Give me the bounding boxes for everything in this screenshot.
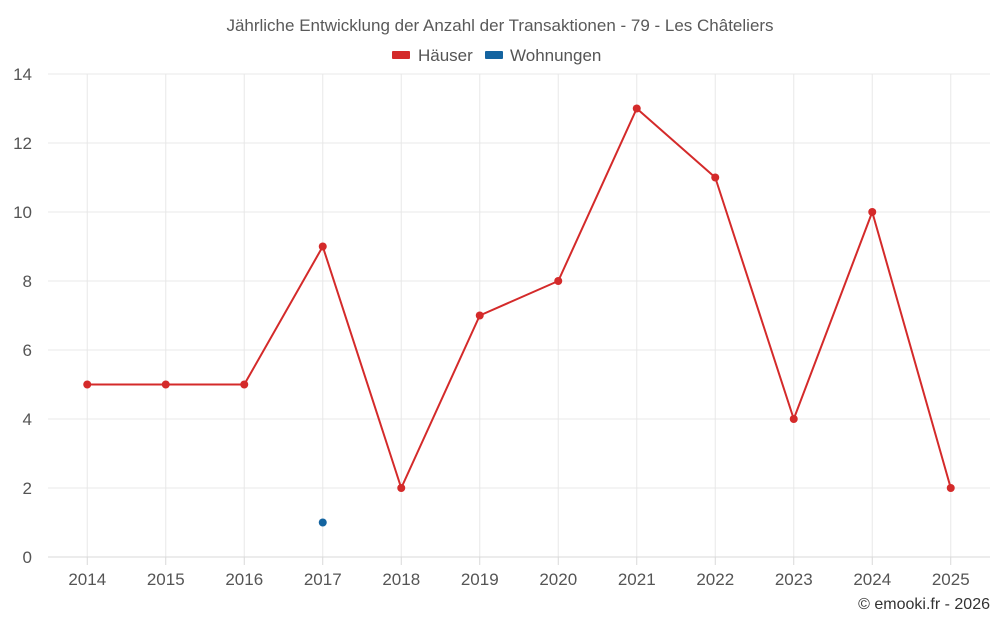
x-tick-label: 2014: [68, 570, 106, 589]
x-tick-label: 2018: [382, 570, 420, 589]
y-tick-label: 6: [23, 341, 32, 360]
legend-item-haeuser[interactable]: Häuser: [392, 46, 473, 65]
data-point-haeuser[interactable]: [240, 380, 249, 389]
series-haeuser: [83, 104, 955, 492]
legend-swatch-haeuser: [392, 51, 410, 59]
data-point-haeuser[interactable]: [711, 173, 720, 182]
credit-text: © emooki.fr - 2026: [858, 596, 990, 613]
x-tick-label: 2024: [853, 570, 891, 589]
x-tick-label: 2015: [147, 570, 185, 589]
y-tick-label: 2: [23, 479, 32, 498]
chart-title: Jährliche Entwicklung der Anzahl der Tra…: [226, 16, 773, 35]
x-tick-label: 2023: [775, 570, 813, 589]
x-tick-label: 2020: [539, 570, 577, 589]
data-point-haeuser[interactable]: [397, 484, 406, 492]
data-point-haeuser[interactable]: [475, 311, 484, 320]
series: [83, 104, 955, 527]
series-line-haeuser: [87, 107, 952, 489]
axes: 0 2 4 6 8 10 12 14 2014 2015 2016 2017 2018 2019 2020 2…: [13, 65, 990, 589]
y-tick-label: 4: [23, 410, 32, 429]
y-tick-label: 12: [13, 134, 32, 153]
data-point-haeuser[interactable]: [554, 277, 563, 285]
data-point-haeuser[interactable]: [83, 380, 92, 389]
data-point-wohnungen[interactable]: [318, 518, 327, 527]
y-tick-label: 0: [23, 548, 32, 567]
series-wohnungen: [318, 518, 327, 527]
x-tick-label: 2025: [932, 570, 970, 589]
y-tick-label: 14: [13, 65, 32, 84]
x-tick-label: 2021: [618, 570, 656, 589]
data-point-haeuser[interactable]: [318, 242, 327, 251]
x-tick-label: 2019: [461, 570, 499, 589]
legend-label-wohnungen: Wohnungen: [510, 46, 601, 65]
data-point-haeuser[interactable]: [632, 104, 641, 113]
x-tick-label: 2017: [304, 570, 342, 589]
legend-swatch-wohnungen: [485, 51, 503, 59]
x-tick-label: 2022: [696, 570, 734, 589]
y-tick-label: 8: [23, 272, 32, 291]
data-point-haeuser[interactable]: [946, 484, 955, 492]
data-point-haeuser[interactable]: [789, 415, 798, 423]
grid: [48, 73, 990, 557]
legend: Häuser Wohnungen: [392, 46, 601, 65]
data-point-haeuser[interactable]: [161, 380, 170, 389]
y-tick-label: 10: [13, 203, 32, 222]
data-point-haeuser[interactable]: [868, 208, 877, 216]
legend-item-wohnungen[interactable]: Wohnungen: [485, 46, 601, 65]
x-tick-label: 2016: [225, 570, 263, 589]
legend-label-haeuser: Häuser: [418, 46, 473, 65]
